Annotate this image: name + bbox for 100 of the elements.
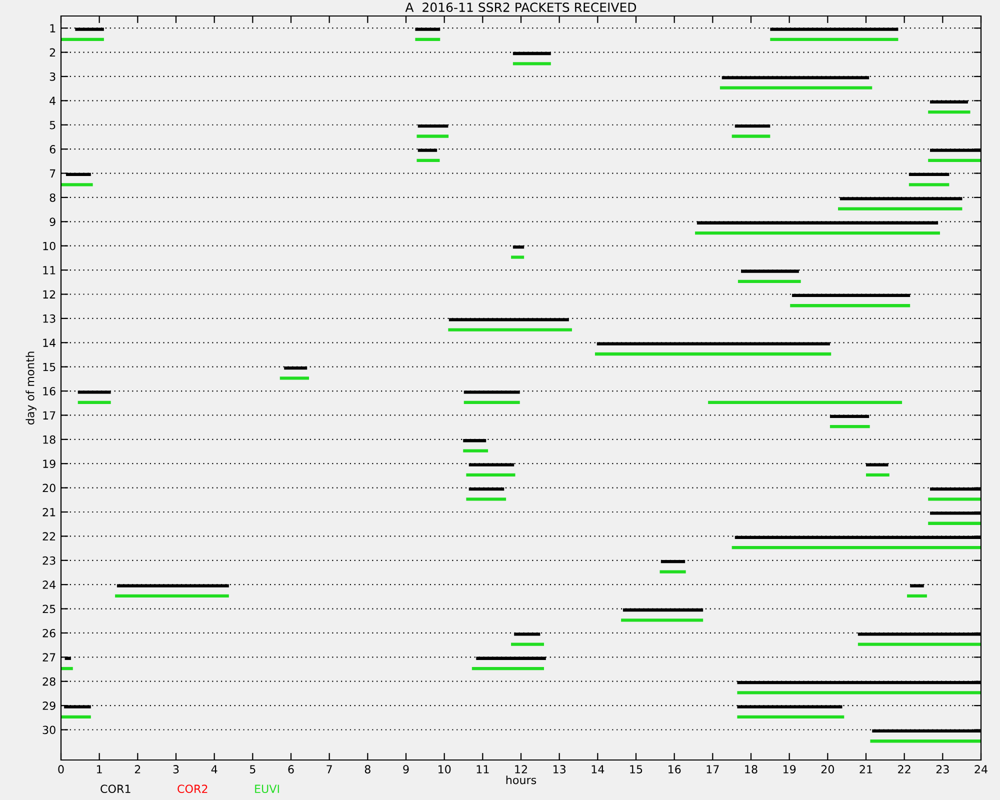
y-tick-label: 7 — [50, 169, 56, 178]
x-axis-title: hours — [506, 776, 536, 784]
x-tick-label: 11 — [476, 765, 489, 774]
bar — [464, 400, 520, 404]
bar — [78, 390, 111, 394]
bar — [928, 158, 981, 162]
y-tick-label: 9 — [50, 218, 56, 226]
y-tick-label: 12 — [43, 290, 56, 298]
bar — [928, 522, 981, 525]
x-tick-label: 21 — [860, 765, 872, 774]
y-tick-label: 27 — [42, 653, 56, 662]
y-tick-label: 18 — [43, 435, 56, 444]
bar — [720, 86, 872, 90]
y-tick-label: 16 — [43, 387, 56, 396]
bar — [858, 642, 981, 646]
bar — [448, 328, 572, 332]
bar — [466, 473, 516, 477]
bar — [737, 715, 844, 719]
y-tick-label: 15 — [43, 362, 56, 372]
y-tick-label: 22 — [42, 532, 56, 540]
legend-label: COR2 — [178, 784, 208, 794]
y-tick-label: 25 — [42, 604, 56, 614]
x-tick-label: 13 — [553, 765, 566, 774]
x-tick-label: 15 — [630, 765, 642, 774]
y-tick-label: 10 — [43, 242, 56, 250]
y-tick-label: 30 — [42, 726, 56, 734]
bar — [463, 449, 488, 452]
bar — [660, 570, 686, 574]
bar — [115, 594, 229, 598]
y-tick-label: 2 — [50, 48, 56, 57]
y-tick-label: 5 — [50, 121, 56, 130]
y-axis-title: day of month — [26, 352, 36, 425]
text: COR1 — [100, 784, 130, 794]
bar — [78, 400, 111, 404]
x-tick-label: 9 — [403, 765, 409, 774]
bar — [695, 231, 940, 235]
bar — [708, 400, 902, 404]
x-tick-label: 22 — [898, 765, 910, 774]
x-tick-label: 6 — [288, 765, 294, 774]
x-tick-label: 8 — [364, 765, 370, 774]
x-tick-label: 12 — [515, 765, 527, 774]
bar — [908, 183, 950, 186]
x-tick-label: 3 — [173, 765, 179, 774]
y-tick-label: 23 — [42, 556, 56, 565]
y-tick-label: 13 — [43, 314, 56, 323]
bar — [790, 304, 910, 308]
x-tick-label: 14 — [592, 765, 604, 774]
bar — [738, 280, 801, 283]
y-tick-label: 3 — [50, 72, 56, 81]
y-tick-label: 26 — [42, 628, 56, 638]
bar — [732, 134, 770, 138]
bar — [416, 134, 449, 138]
bar — [732, 546, 981, 550]
bar — [512, 62, 551, 66]
x-tick-label: 10 — [438, 765, 451, 774]
bar — [928, 498, 981, 501]
bar — [734, 124, 770, 128]
y-tick-label: 1 — [50, 24, 56, 32]
text: EUVI — [255, 784, 279, 794]
bar — [660, 560, 686, 564]
bar — [280, 376, 310, 380]
y-tick-label: 20 — [42, 484, 56, 492]
bar — [415, 38, 440, 42]
bar — [61, 38, 104, 42]
bar — [830, 425, 870, 428]
y-tick-label: 28 — [42, 677, 56, 686]
x-tick-label: 18 — [745, 765, 758, 774]
y-tick-label: 24 — [42, 580, 56, 589]
y-tick-label: 19 — [43, 460, 56, 468]
y-tick-label: 17 — [43, 411, 56, 420]
x-tick-label: 24 — [974, 765, 988, 774]
x-tick-label: 7 — [326, 765, 332, 774]
bar — [466, 498, 506, 501]
bar — [61, 666, 73, 670]
bar — [511, 256, 524, 259]
bar — [770, 38, 898, 42]
x-tick-label: 5 — [250, 765, 256, 774]
x-tick-label: 19 — [783, 765, 796, 774]
bar — [61, 715, 91, 719]
bar — [621, 618, 704, 622]
bar — [511, 642, 544, 646]
bar — [838, 207, 962, 210]
bar — [907, 594, 927, 598]
bar — [464, 390, 520, 394]
y-tick-label: 29 — [42, 702, 56, 710]
chart-title: A 2016-11 SSR2 PACKETS RECEIVED — [405, 2, 636, 12]
y-tick-label: 8 — [50, 193, 56, 202]
y-tick-label: 14 — [43, 338, 56, 347]
bar — [866, 473, 890, 477]
bar — [472, 666, 544, 670]
bar — [928, 110, 970, 114]
x-tick-label: 16 — [668, 765, 681, 774]
y-tick-label: 4 — [50, 96, 56, 105]
bar — [416, 158, 440, 162]
x-tick-label: 2 — [134, 765, 140, 774]
bar — [594, 352, 832, 356]
y-tick-label: 11 — [43, 266, 56, 274]
x-tick-label: 23 — [936, 765, 949, 774]
bar — [870, 740, 981, 743]
y-tick-label: 21 — [42, 508, 56, 516]
